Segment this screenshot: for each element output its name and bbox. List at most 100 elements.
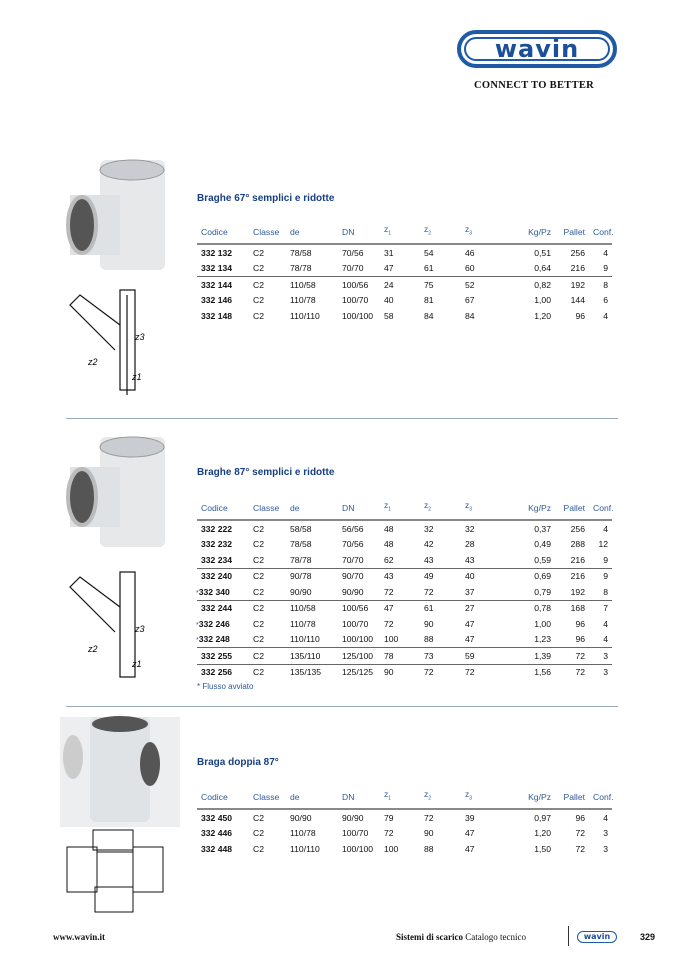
cell-de: 90/90 [290,812,312,823]
cell-conf: 6 [603,295,608,306]
cell-z2: 43 [424,554,434,565]
column-header: de [290,792,300,802]
cell-kg: 0,79 [534,586,551,597]
product-code: *332 248 [196,634,230,645]
cell-conf: 8 [603,279,608,290]
cell-z2: 72 [424,812,434,823]
cell-de: 90/78 [290,571,312,582]
column-header: z3 [465,789,473,802]
cell-pallet: 96 [575,812,585,823]
cell-kg: 1,23 [534,634,551,645]
cell-de: 110/78 [290,828,316,839]
cell-z3: 72 [465,667,475,678]
cell-de: 90/90 [290,586,312,597]
cell-z1: 79 [384,812,394,823]
table-row: 332 232 C2 78/58 70/56 48 42 28 0,49 288 12 [197,537,612,553]
cell-z1: 72 [384,828,394,839]
section-divider [66,706,618,707]
column-header: z2 [424,500,432,513]
website-link[interactable]: www.wavin.it [53,932,106,942]
table-row: 332 132 C2 78/58 70/56 31 54 46 0,51 256 4 [197,244,612,261]
cell-de: 78/58 [290,539,312,550]
cell-kg: 0,37 [534,523,551,534]
section-title: Braghe 87° semplici e ridotte [197,467,335,478]
cell-dn: 125/125 [342,667,374,678]
cell-z3: 84 [465,310,475,321]
product-image-braga-doppia [60,716,180,913]
wavin-logo: wavin [457,30,617,68]
table-header: Codice Classe de DN z1 z2 z3 Kg/Pz Pallet Conf. [197,491,614,520]
column-header: z1 [384,224,392,237]
cell-dn: 100/56 [342,603,369,614]
cell-z2: 88 [424,843,434,854]
cell-z1: 62 [384,554,394,565]
table-row: 332 240 C2 90/78 90/70 43 49 40 0,69 216 9 [197,568,612,584]
cell-z3: 47 [465,634,475,645]
cell-de: 110/110 [290,310,320,321]
cell-z3: 59 [465,650,475,661]
cell-pallet: 96 [575,310,585,321]
product-image-brag-67: z3 z1 z2 [66,159,165,395]
column-header: Kg/Pz [528,792,551,802]
column-header: Pallet [563,503,586,513]
column-header: DN [342,227,355,237]
cell-z3: 32 [465,523,475,534]
cell-pallet: 256 [570,523,585,534]
product-code: 332 234 [201,554,233,565]
cell-dn: 90/90 [342,586,364,597]
cell-conf: 3 [603,843,608,854]
cell-cls: C2 [253,603,264,614]
table-row: 332 256 C2 135/135 125/125 90 72 72 1,56 72 3 [197,664,612,680]
product-table: Codice Classe de DN z1 z2 z3 Kg/Pz Pallet Conf. 33… [197,215,614,324]
cell-de: 110/78 [290,618,316,629]
cell-z1: 47 [384,263,394,274]
cell-pallet: 288 [570,539,585,550]
cell-pallet: 216 [570,554,585,565]
cell-z1: 48 [384,523,394,534]
product-code: 332 255 [201,650,233,661]
cell-z2: 73 [424,650,434,661]
cell-z1: 40 [384,295,394,306]
cell-pallet: 256 [570,247,585,258]
table-row: *332 340 C2 90/90 90/90 72 72 37 0,79 192 8 [196,584,612,600]
cell-z3: 46 [465,247,475,258]
flow-marker: * [196,589,199,597]
cell-z2: 72 [424,667,434,678]
column-header: Pallet [563,227,586,237]
cell-de: 78/78 [290,554,312,565]
cell-z1: 47 [384,603,394,614]
cell-z1: 100 [384,843,399,854]
cell-pallet: 168 [570,603,585,614]
cell-dn: 90/70 [342,571,364,582]
cell-z2: 90 [424,828,434,839]
cell-pallet: 96 [575,634,585,645]
footnote: * Flusso avviato [197,682,254,691]
cell-pallet: 144 [570,295,585,306]
section-title: Braghe 67° semplici e ridotte [197,193,335,204]
page-number: 329 [640,932,656,942]
cell-pallet: 72 [575,843,585,854]
svg-text:z2: z2 [87,644,98,654]
cell-conf: 9 [603,571,608,582]
product-code: 332 446 [201,828,233,839]
cell-dn: 100/100 [342,310,374,321]
cell-dn: 100/100 [342,634,374,645]
cell-cls: C2 [253,634,264,645]
cell-kg: 0,69 [534,571,551,582]
column-header: Classe [253,792,280,802]
cell-conf: 4 [603,812,608,823]
cell-pallet: 192 [570,586,585,597]
svg-text:z1: z1 [131,372,142,382]
cell-pallet: 216 [570,263,585,274]
cell-z1: 72 [384,618,394,629]
cell-kg: 1,56 [534,667,551,678]
column-header: Kg/Pz [528,503,551,513]
table-header: Codice Classe de DN z1 z2 z3 Kg/Pz Pallet Conf. [197,215,614,244]
cell-z3: 28 [465,539,475,550]
table-row: 332 222 C2 58/58 56/56 48 32 32 0,37 256 4 [197,520,612,537]
product-table: Codice Classe de DN z1 z2 z3 Kg/Pz Pallet Conf. 33… [197,780,614,857]
cell-de: 135/135 [290,667,322,678]
cell-kg: 0,78 [534,603,551,614]
cell-z3: 37 [465,586,475,597]
